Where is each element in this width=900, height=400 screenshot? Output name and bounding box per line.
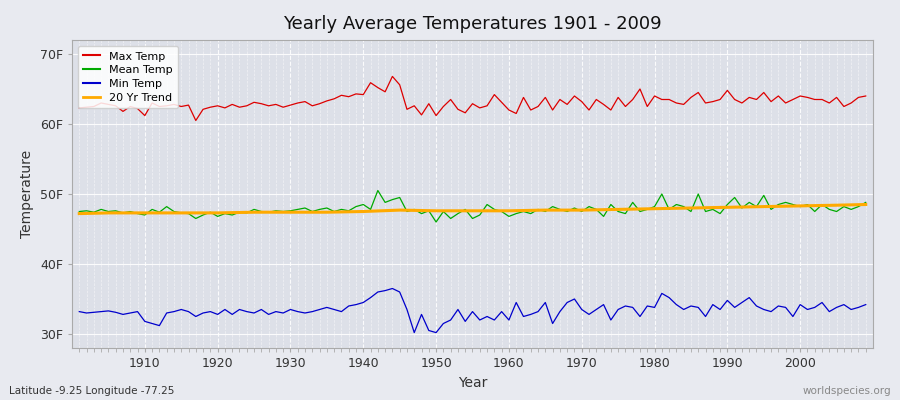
Y-axis label: Temperature: Temperature [21, 150, 34, 238]
Legend: Max Temp, Mean Temp, Min Temp, 20 Yr Trend: Max Temp, Mean Temp, Min Temp, 20 Yr Tre… [77, 46, 178, 108]
X-axis label: Year: Year [458, 376, 487, 390]
Title: Yearly Average Temperatures 1901 - 2009: Yearly Average Temperatures 1901 - 2009 [284, 15, 662, 33]
Text: worldspecies.org: worldspecies.org [803, 386, 891, 396]
Text: Latitude -9.25 Longitude -77.25: Latitude -9.25 Longitude -77.25 [9, 386, 175, 396]
